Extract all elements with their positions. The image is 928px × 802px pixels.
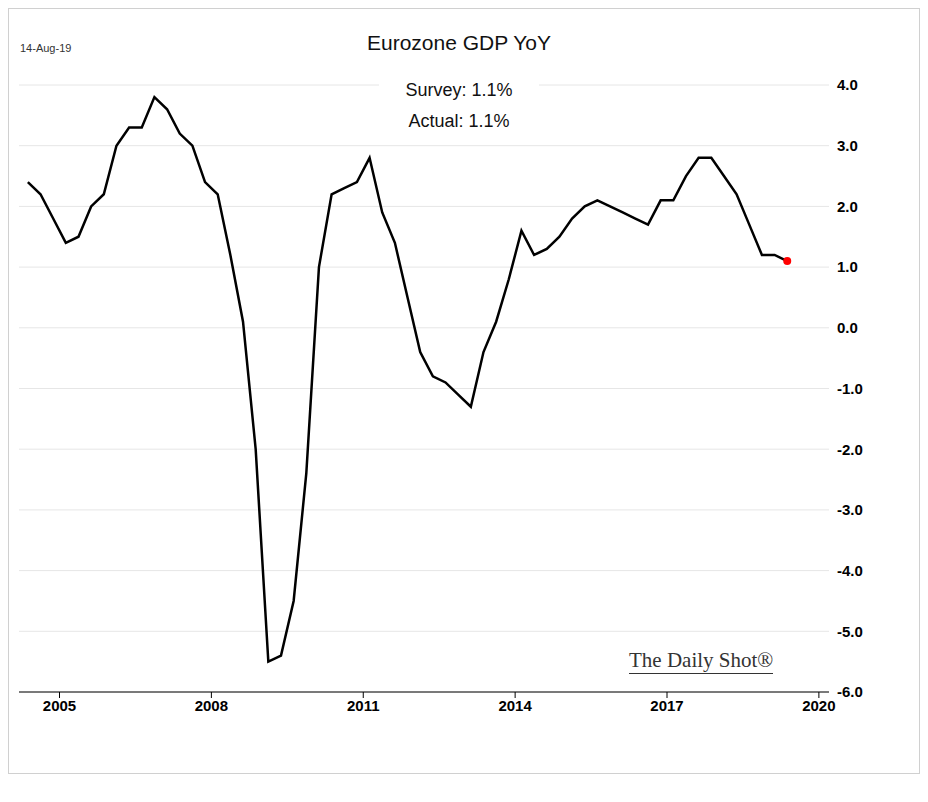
svg-text:-2.0: -2.0	[837, 441, 863, 458]
html-text:14-Aug-19: 14-Aug-19	[20, 42, 72, 54]
svg-text:2020: 2020	[802, 697, 835, 714]
svg-text:2011: 2011	[347, 697, 380, 714]
svg-text:0.0: 0.0	[837, 319, 858, 336]
svg-text:3.0: 3.0	[837, 137, 858, 154]
svg-text:-1.0: -1.0	[837, 380, 863, 397]
svg-text:4.0: 4.0	[837, 76, 858, 93]
svg-text:2005: 2005	[43, 697, 76, 714]
html-text:Actual: 1.1%: Actual: 1.1%	[408, 111, 510, 131]
svg-text:-3.0: -3.0	[837, 501, 863, 518]
svg-text:-5.0: -5.0	[837, 623, 863, 640]
html-text:Eurozone GDP YoY: Eurozone GDP YoY	[367, 31, 551, 54]
svg-text:-4.0: -4.0	[837, 562, 863, 579]
html-text:The Daily Shot®: The Daily Shot®	[629, 648, 774, 672]
html-text:Survey: 1.1%: Survey: 1.1%	[405, 80, 513, 100]
svg-text:2017: 2017	[650, 697, 683, 714]
svg-text:-6.0: -6.0	[837, 683, 863, 700]
svg-text:2.0: 2.0	[837, 198, 858, 215]
svg-text:2008: 2008	[195, 697, 228, 714]
svg-text:1.0: 1.0	[837, 258, 858, 275]
svg-text:2014: 2014	[498, 697, 532, 714]
